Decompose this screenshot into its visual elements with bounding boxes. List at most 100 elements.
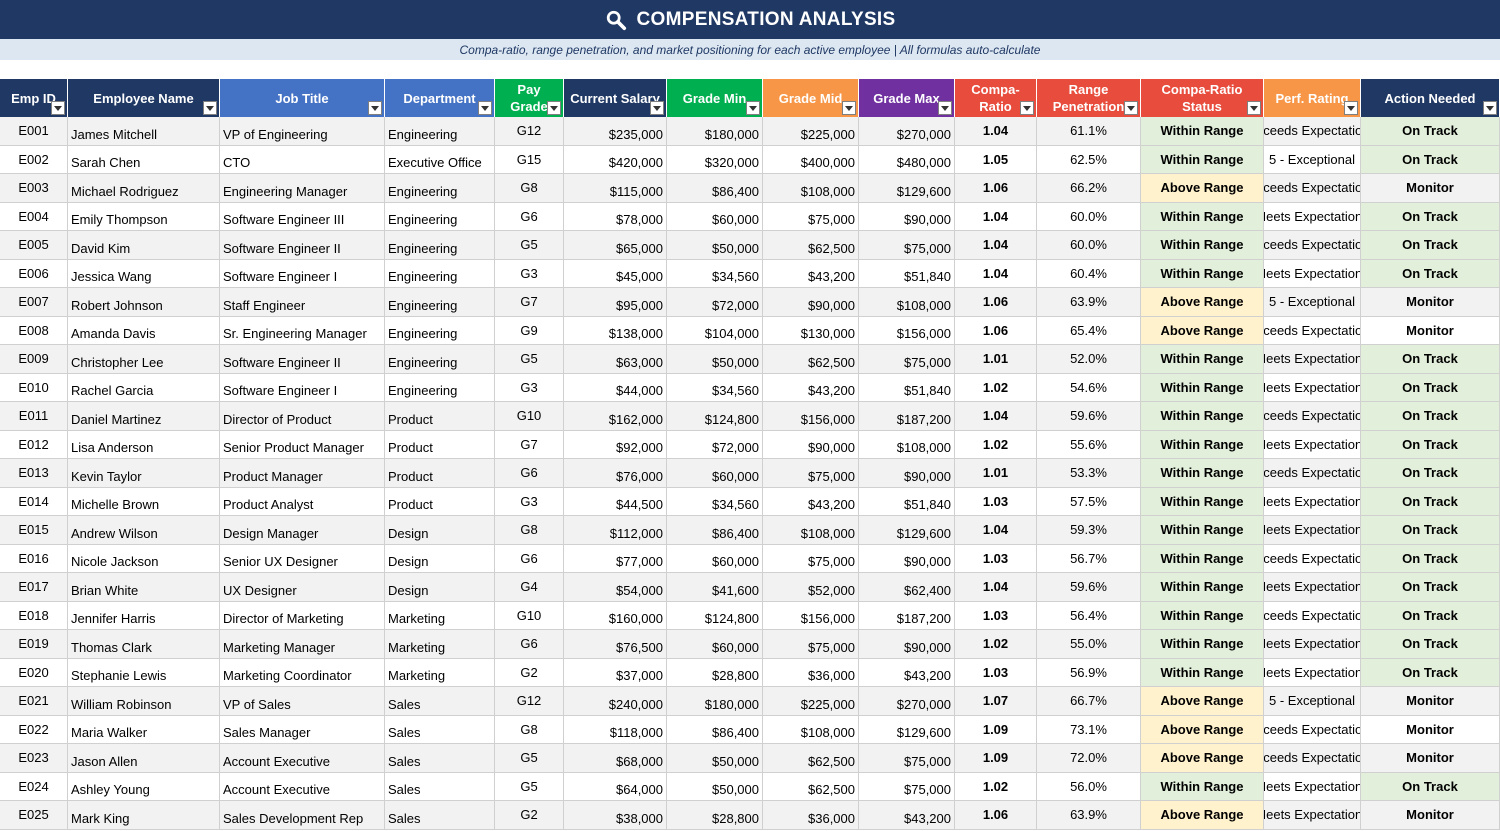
cell-name[interactable]: Jennifer Harris [68, 601, 220, 630]
cell-max[interactable]: $51,840 [859, 373, 955, 402]
cell-salary[interactable]: $44,000 [564, 373, 667, 402]
cell-perf[interactable]: Exceeds Expectations [1264, 715, 1361, 744]
cell-salary[interactable]: $160,000 [564, 601, 667, 630]
cell-id[interactable]: E016 [0, 544, 68, 573]
cell-salary[interactable]: $138,000 [564, 316, 667, 345]
cell-title[interactable]: Sales Manager [220, 715, 385, 744]
cell-pen[interactable]: 63.9% [1037, 801, 1141, 830]
cell-id[interactable]: E025 [0, 801, 68, 830]
cell-ratio[interactable]: 1.04 [955, 402, 1037, 431]
cell-grade[interactable]: G2 [495, 658, 564, 687]
cell-mid[interactable]: $75,000 [763, 544, 859, 573]
cell-id[interactable]: E010 [0, 373, 68, 402]
cell-name[interactable]: Kevin Taylor [68, 459, 220, 488]
cell-salary[interactable]: $76,500 [564, 630, 667, 659]
cell-max[interactable]: $75,000 [859, 744, 955, 773]
cell-dept[interactable]: Marketing [385, 601, 495, 630]
cell-name[interactable]: Nicole Jackson [68, 544, 220, 573]
cell-pen[interactable]: 62.5% [1037, 145, 1141, 174]
cell-min[interactable]: $34,560 [667, 487, 763, 516]
cell-min[interactable]: $50,000 [667, 345, 763, 374]
cell-title[interactable]: Software Engineer I [220, 259, 385, 288]
cell-title[interactable]: Software Engineer II [220, 231, 385, 260]
cell-title[interactable]: Director of Product [220, 402, 385, 431]
cell-perf[interactable]: Exceeds Expectations [1264, 402, 1361, 431]
cell-max[interactable]: $90,000 [859, 630, 955, 659]
cell-id[interactable]: E001 [0, 117, 68, 146]
cell-action[interactable]: On Track [1361, 658, 1500, 687]
cell-status[interactable]: Above Range [1141, 715, 1264, 744]
cell-name[interactable]: Thomas Clark [68, 630, 220, 659]
cell-max[interactable]: $90,000 [859, 202, 955, 231]
cell-dept[interactable]: Engineering [385, 345, 495, 374]
cell-perf[interactable]: Exceeds Expectations [1264, 174, 1361, 203]
filter-dropdown-icon[interactable] [368, 101, 382, 115]
cell-salary[interactable]: $162,000 [564, 402, 667, 431]
cell-mid[interactable]: $156,000 [763, 601, 859, 630]
cell-name[interactable]: Amanda Davis [68, 316, 220, 345]
cell-dept[interactable]: Product [385, 402, 495, 431]
cell-dept[interactable]: Engineering [385, 259, 495, 288]
cell-dept[interactable]: Engineering [385, 174, 495, 203]
cell-max[interactable]: $90,000 [859, 459, 955, 488]
cell-pen[interactable]: 55.6% [1037, 430, 1141, 459]
cell-ratio[interactable]: 1.01 [955, 459, 1037, 488]
cell-status[interactable]: Within Range [1141, 373, 1264, 402]
filter-dropdown-icon[interactable] [746, 101, 760, 115]
cell-perf[interactable]: Exceeds Expectations [1264, 117, 1361, 146]
cell-min[interactable]: $72,000 [667, 288, 763, 317]
cell-action[interactable]: On Track [1361, 117, 1500, 146]
cell-ratio[interactable]: 1.06 [955, 288, 1037, 317]
cell-grade[interactable]: G7 [495, 288, 564, 317]
cell-mid[interactable]: $108,000 [763, 516, 859, 545]
cell-dept[interactable]: Design [385, 544, 495, 573]
cell-dept[interactable]: Engineering [385, 202, 495, 231]
cell-status[interactable]: Within Range [1141, 772, 1264, 801]
cell-action[interactable]: On Track [1361, 202, 1500, 231]
cell-name[interactable]: David Kim [68, 231, 220, 260]
cell-name[interactable]: Christopher Lee [68, 345, 220, 374]
cell-pen[interactable]: 63.9% [1037, 288, 1141, 317]
cell-salary[interactable]: $95,000 [564, 288, 667, 317]
cell-grade[interactable]: G3 [495, 373, 564, 402]
cell-status[interactable]: Within Range [1141, 630, 1264, 659]
cell-name[interactable]: Jessica Wang [68, 259, 220, 288]
cell-status[interactable]: Within Range [1141, 145, 1264, 174]
filter-dropdown-icon[interactable] [478, 101, 492, 115]
filter-dropdown-icon[interactable] [650, 101, 664, 115]
cell-title[interactable]: Marketing Coordinator [220, 658, 385, 687]
cell-max[interactable]: $43,200 [859, 801, 955, 830]
cell-min[interactable]: $124,800 [667, 601, 763, 630]
cell-action[interactable]: Monitor [1361, 174, 1500, 203]
cell-status[interactable]: Within Range [1141, 658, 1264, 687]
cell-min[interactable]: $180,000 [667, 117, 763, 146]
cell-max[interactable]: $108,000 [859, 288, 955, 317]
cell-ratio[interactable]: 1.02 [955, 630, 1037, 659]
cell-status[interactable]: Within Range [1141, 402, 1264, 431]
cell-name[interactable]: William Robinson [68, 687, 220, 716]
cell-ratio[interactable]: 1.06 [955, 316, 1037, 345]
cell-min[interactable]: $124,800 [667, 402, 763, 431]
cell-mid[interactable]: $75,000 [763, 459, 859, 488]
cell-max[interactable]: $51,840 [859, 259, 955, 288]
cell-mid[interactable]: $36,000 [763, 801, 859, 830]
cell-mid[interactable]: $52,000 [763, 573, 859, 602]
cell-name[interactable]: Lisa Anderson [68, 430, 220, 459]
cell-action[interactable]: On Track [1361, 402, 1500, 431]
cell-perf[interactable]: Meets Expectations [1264, 487, 1361, 516]
cell-min[interactable]: $86,400 [667, 174, 763, 203]
cell-grade[interactable]: G7 [495, 430, 564, 459]
cell-salary[interactable]: $65,000 [564, 231, 667, 260]
cell-pen[interactable]: 59.3% [1037, 516, 1141, 545]
cell-pen[interactable]: 59.6% [1037, 402, 1141, 431]
cell-ratio[interactable]: 1.07 [955, 687, 1037, 716]
cell-id[interactable]: E018 [0, 601, 68, 630]
cell-salary[interactable]: $44,500 [564, 487, 667, 516]
cell-grade[interactable]: G12 [495, 687, 564, 716]
cell-name[interactable]: Brian White [68, 573, 220, 602]
cell-perf[interactable]: Meets Expectations [1264, 801, 1361, 830]
cell-action[interactable]: On Track [1361, 630, 1500, 659]
cell-status[interactable]: Within Range [1141, 430, 1264, 459]
cell-status[interactable]: Within Range [1141, 345, 1264, 374]
cell-dept[interactable]: Sales [385, 687, 495, 716]
